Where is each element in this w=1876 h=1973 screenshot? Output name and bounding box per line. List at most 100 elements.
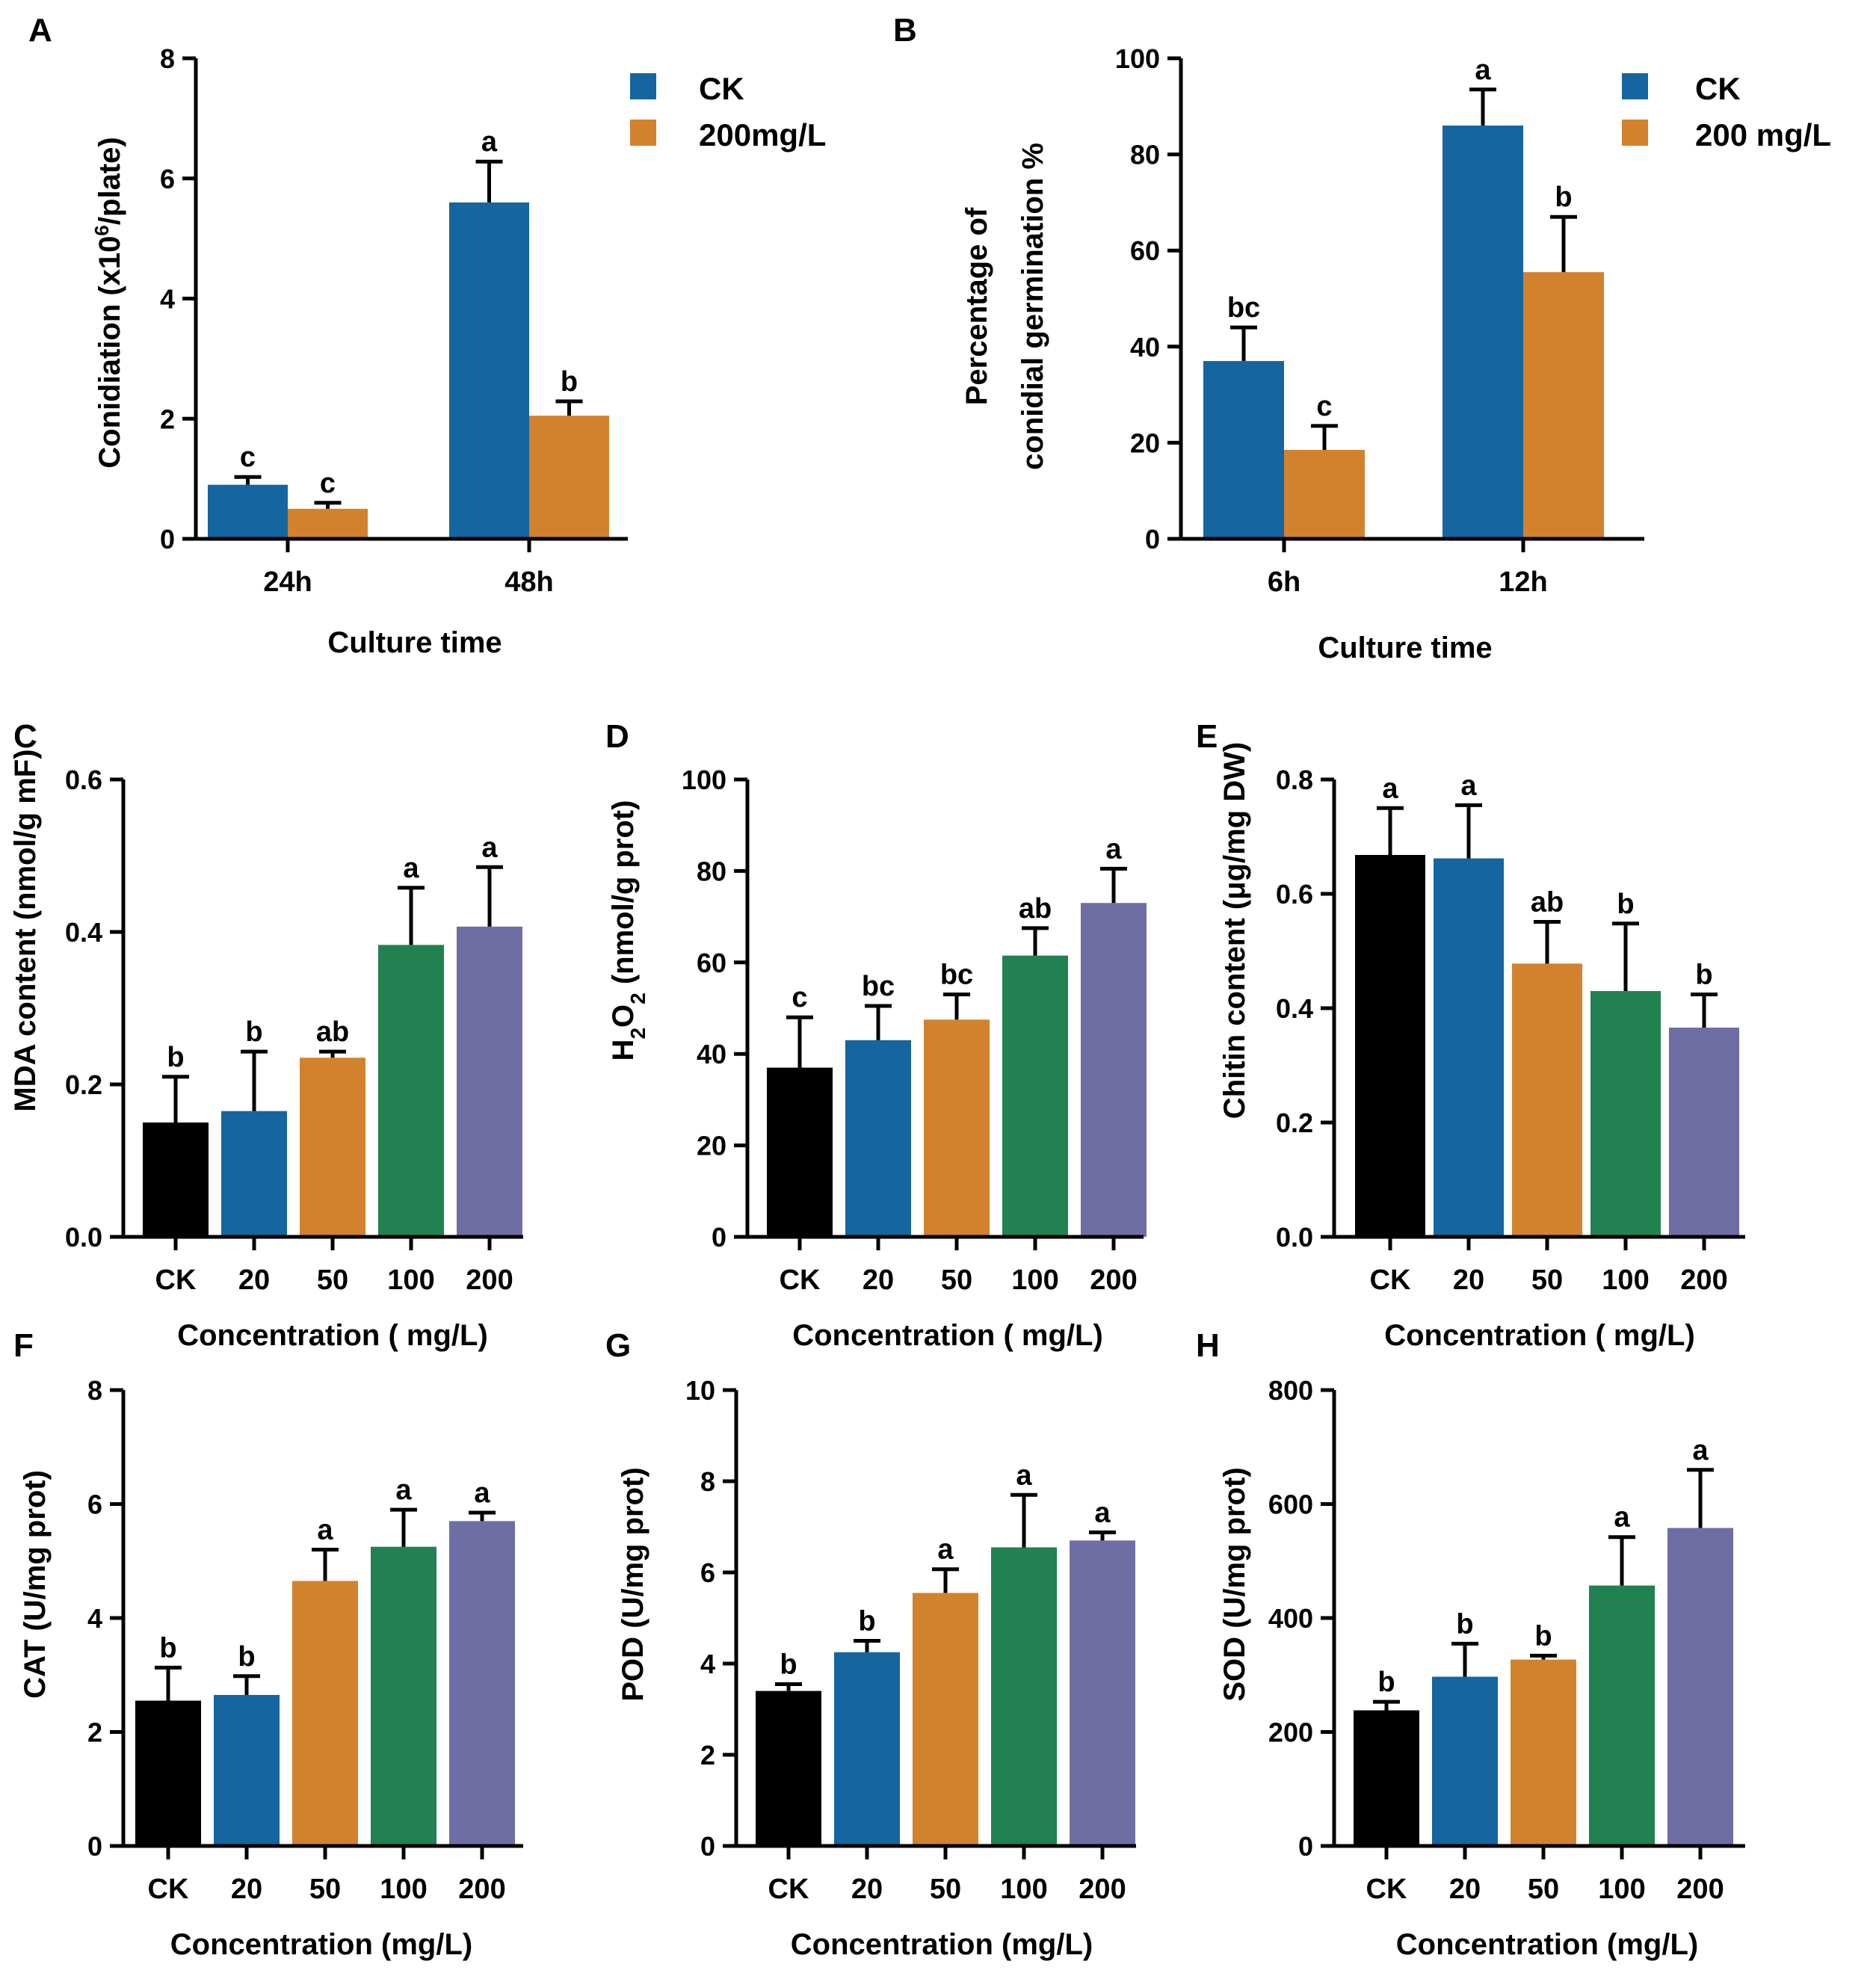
- legend-label-200: 200 mg/L: [1695, 117, 1831, 152]
- x-tick-label: 50: [930, 1874, 961, 1905]
- x-tick-label: 20: [1449, 1874, 1481, 1905]
- sig-letter-h-200: a: [1692, 1435, 1709, 1466]
- panel-f-x-axis-title: Concentration (mg/L): [170, 1928, 472, 1961]
- y-tick-label: 0: [1298, 1831, 1313, 1862]
- panel-d-label: D: [605, 718, 629, 755]
- y-tick-label: 40: [697, 1039, 726, 1069]
- y-tick-label: 8: [700, 1466, 715, 1497]
- panel-a-y-axis-title: Conidiation (x106/plate): [90, 137, 126, 468]
- sig-letter-c-50: ab: [316, 1016, 349, 1048]
- panel-b-error-bars: [1230, 87, 1577, 451]
- sig-letter-h-100: a: [1614, 1502, 1630, 1534]
- y-tick-label: 0.4: [65, 917, 102, 948]
- bar-b-12h-1: [1523, 272, 1604, 539]
- panel-g-significance-letters: b b a a a: [780, 1460, 1111, 1680]
- y-tick-label: 2: [87, 1717, 102, 1748]
- sig-letter-h-CK: b: [1377, 1667, 1395, 1698]
- x-tick-label: 20: [851, 1874, 883, 1905]
- x-tick-label: 50: [317, 1265, 348, 1296]
- bar-g-20: [834, 1652, 900, 1846]
- panel-f-bars: [135, 1521, 515, 1846]
- bar-b-12h-0: [1443, 126, 1523, 539]
- bar-h-100: [1589, 1585, 1655, 1846]
- y-tick-label: 0.0: [65, 1222, 102, 1253]
- legend-swatch-200: [630, 120, 656, 146]
- panel-b-x-axis-title: Culture time: [1318, 632, 1492, 664]
- bar-h-200: [1667, 1528, 1733, 1846]
- bar-e-50: [1512, 963, 1582, 1237]
- panel-c-x-axis-title: Concentration ( mg/L): [177, 1319, 488, 1352]
- panel-d-y-ticks: 0 20 40 60 80 100: [682, 765, 747, 1253]
- panel-e: E 0.0 0.2 0.4 0.6 0.8 CK 20 50 100 200 a a ab b b Ch…: [1196, 718, 1745, 1352]
- sig-letter-f-100: a: [395, 1475, 412, 1506]
- y-tick-label: 0.4: [1276, 993, 1313, 1024]
- legend-swatch-ck: [1622, 73, 1648, 99]
- bar-c-50: [300, 1057, 365, 1237]
- panel-e-x-tick-labels: CK 20 50 100 200: [1370, 1237, 1728, 1296]
- x-tick-label: 24h: [263, 566, 312, 598]
- bar-c-20: [221, 1111, 287, 1237]
- sig-letter-f-20: b: [238, 1641, 255, 1673]
- sig-letter-h-20: b: [1456, 1608, 1473, 1640]
- bar-f-100: [371, 1546, 436, 1846]
- sig-letter-d-100: ab: [1019, 893, 1052, 924]
- legend-label-ck: CK: [699, 71, 744, 106]
- panel-b-y-axis-title-line2: conidial germination %: [1016, 143, 1049, 470]
- panel-b-legend: CK 200 mg/L: [1622, 71, 1831, 152]
- sig-letter-e-CK: a: [1382, 773, 1398, 804]
- bar-c-CK: [143, 1123, 209, 1237]
- bar-a-24h-1: [288, 508, 368, 539]
- y-tick-label: 20: [1130, 427, 1160, 458]
- y-tick-label: 4: [160, 284, 175, 315]
- x-tick-label: 20: [238, 1265, 270, 1296]
- panel-h-bars: [1354, 1528, 1733, 1846]
- panel-b: B 0 20 40 60 80 100 6h 12h bc c a b Percentage of…: [893, 12, 1831, 664]
- panel-e-bars: [1355, 854, 1739, 1237]
- panel-f-y-axis-title: CAT (U/mg prot): [19, 1470, 52, 1699]
- x-tick-label: CK: [768, 1874, 809, 1905]
- bar-d-20: [845, 1040, 911, 1237]
- panel-b-bars: [1203, 126, 1604, 539]
- x-tick-label: 200: [1090, 1265, 1137, 1296]
- sig-letter-c-CK: b: [167, 1042, 184, 1073]
- panel-e-y-axis-title: Chitin content (μg/mg DW): [1218, 742, 1251, 1119]
- y-tick-label: 0.0: [1276, 1222, 1313, 1253]
- panel-b-axes: [1179, 58, 1644, 541]
- x-tick-label: 20: [1453, 1265, 1484, 1296]
- panel-g-x-tick-labels: CK 20 50 100 200: [768, 1846, 1126, 1905]
- bar-e-200: [1669, 1028, 1739, 1237]
- panel-b-label: B: [893, 12, 917, 49]
- x-tick-label: CK: [780, 1265, 821, 1296]
- panel-d: D 0 20 40 60 80 100 CK 20 50 100 200 c bc bc ab a H2O…: [605, 718, 1147, 1352]
- bar-d-CK: [767, 1067, 833, 1237]
- bar-e-CK: [1355, 854, 1425, 1237]
- x-tick-label: 200: [1079, 1874, 1126, 1905]
- sig-letter-g-50: a: [937, 1534, 954, 1566]
- panel-c-bars: [143, 926, 522, 1237]
- y-tick-label: 0: [160, 524, 175, 555]
- x-tick-label: 200: [1680, 1265, 1727, 1296]
- sig-letter-b-12h-0: a: [1475, 55, 1491, 86]
- y-tick-label: 0: [712, 1222, 726, 1253]
- y-tick-label: 6: [160, 164, 175, 194]
- bar-g-50: [913, 1593, 978, 1846]
- bar-f-200: [449, 1521, 515, 1846]
- sig-letter-f-50: a: [317, 1515, 333, 1546]
- panel-f-significance-letters: b b a a a: [159, 1475, 490, 1673]
- x-tick-label: 200: [458, 1874, 505, 1905]
- y-tick-label: 2: [160, 404, 175, 434]
- panel-e-x-axis-title: Concentration ( mg/L): [1384, 1319, 1695, 1352]
- y-tick-label: 800: [1268, 1375, 1313, 1406]
- panel-a-axes: [194, 58, 628, 541]
- sig-letter-e-100: b: [1617, 889, 1634, 920]
- bar-h-20: [1432, 1676, 1498, 1846]
- panel-e-significance-letters: a a ab b b: [1382, 770, 1712, 990]
- legend-swatch-ck: [630, 73, 656, 99]
- bar-e-100: [1590, 991, 1661, 1237]
- sig-letter-h-50: b: [1534, 1620, 1552, 1652]
- y-tick-label: 100: [1115, 43, 1160, 74]
- bar-a-48h-1: [529, 416, 609, 539]
- x-tick-label: 100: [1602, 1265, 1649, 1296]
- bar-e-20: [1434, 858, 1504, 1237]
- panel-f-axes: [121, 1390, 523, 1848]
